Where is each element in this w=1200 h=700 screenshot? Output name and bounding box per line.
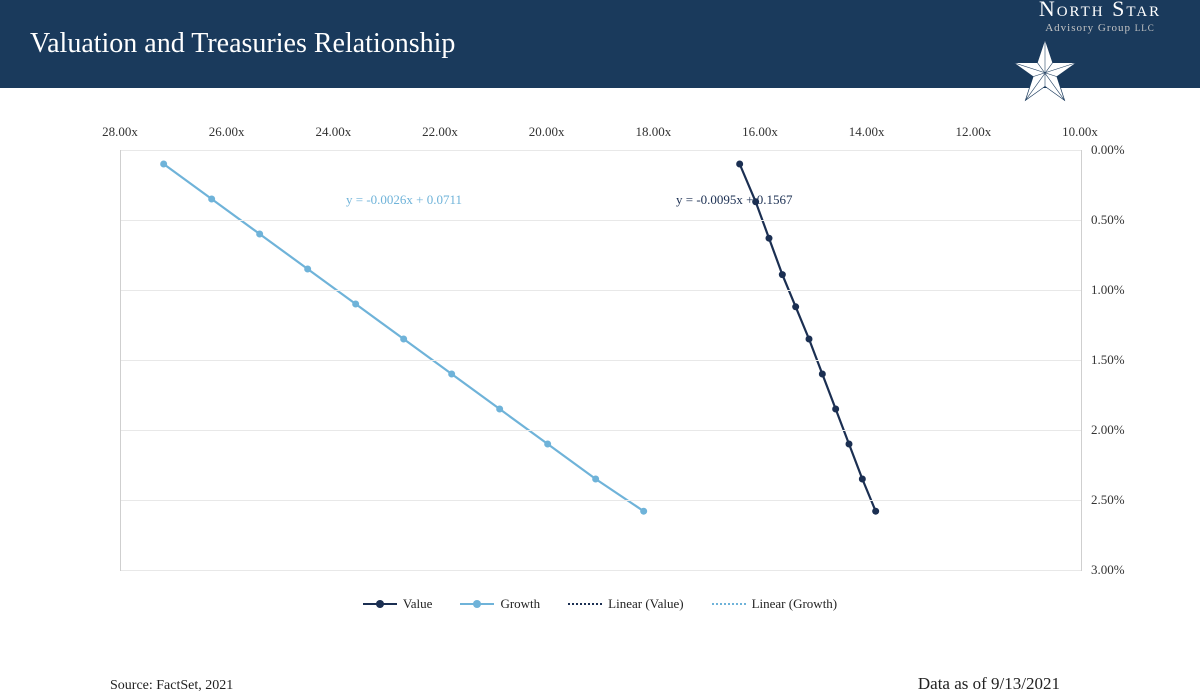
legend-swatch [712,598,746,610]
series-marker [640,508,647,515]
series-marker [779,271,786,278]
series-marker [859,476,866,483]
series-marker [400,336,407,343]
x-tick: 12.00x [955,124,991,140]
series-marker [256,231,263,238]
series-marker [352,301,359,308]
x-tick: 22.00x [422,124,458,140]
legend-item: Linear (Value) [568,596,683,612]
y-tick: 1.00% [1091,282,1141,298]
series-marker [208,196,215,203]
logo-line2: Advisory Group [1045,22,1131,34]
series-marker [806,336,813,343]
x-tick: 26.00x [209,124,245,140]
y-tick: 2.00% [1091,422,1141,438]
legend-swatch [363,598,397,610]
gridline [121,220,1081,221]
page-title: Valuation and Treasuries Relationship [30,28,455,60]
gridline [121,500,1081,501]
series-marker [872,508,879,515]
legend-item: Value [363,596,433,612]
chart-area: 28.00x 26.00x 24.00x 22.00x 20.00x 18.00x 16.0… [90,120,1110,640]
legend-label: Linear (Growth) [752,596,838,612]
gridline [121,360,1081,361]
asof-text: Data as of 9/13/2021 [918,674,1060,694]
series-marker [766,235,773,242]
series-marker [792,303,799,310]
legend: Value Growth Linear (Value) Linear (Growth) [90,596,1110,612]
series-marker [832,406,839,413]
x-tick: 10.00x [1062,124,1098,140]
legend-label: Value [403,596,433,612]
x-tick: 20.00x [529,124,565,140]
brand-logo: North Star Advisory Group LLC [1010,0,1190,106]
regression-equation: y = -0.0095x + 0.1567 [676,192,793,208]
x-tick: 28.00x [102,124,138,140]
series-marker [544,441,551,448]
legend-item: Growth [460,596,540,612]
header-bar: Valuation and Treasuries Relationship No… [0,0,1200,88]
legend-item: Linear (Growth) [712,596,838,612]
series-marker [160,161,167,168]
gridline [121,570,1081,571]
gridline [121,430,1081,431]
x-tick: 24.00x [315,124,351,140]
y-tick: 1.50% [1091,352,1141,368]
x-tick: 14.00x [849,124,885,140]
x-tick: 18.00x [635,124,671,140]
series-marker [304,266,311,273]
series-marker [496,406,503,413]
y-tick: 0.50% [1091,212,1141,228]
series-marker [736,161,743,168]
legend-label: Linear (Value) [608,596,683,612]
gridline [121,290,1081,291]
legend-label: Growth [500,596,540,612]
plot-region: 0.00%0.50%1.00%1.50%2.00%2.50%3.00%y = -… [120,150,1082,571]
gridline [121,150,1081,151]
series-marker [846,441,853,448]
series-marker [819,371,826,378]
legend-swatch [460,598,494,610]
logo-line1: North Star [1039,0,1161,21]
y-tick: 0.00% [1091,142,1141,158]
series-marker [592,476,599,483]
logo-suffix: LLC [1135,23,1155,33]
footer: Source: FactSet, 2021 Data as of 9/13/20… [0,672,1200,700]
y-tick: 2.50% [1091,492,1141,508]
regression-equation: y = -0.0026x + 0.0711 [346,192,462,208]
y-tick: 3.00% [1091,562,1141,578]
legend-swatch [568,598,602,610]
star-icon [1010,36,1080,106]
series-marker [448,371,455,378]
x-tick: 16.00x [742,124,778,140]
source-text: Source: FactSet, 2021 [110,678,233,694]
